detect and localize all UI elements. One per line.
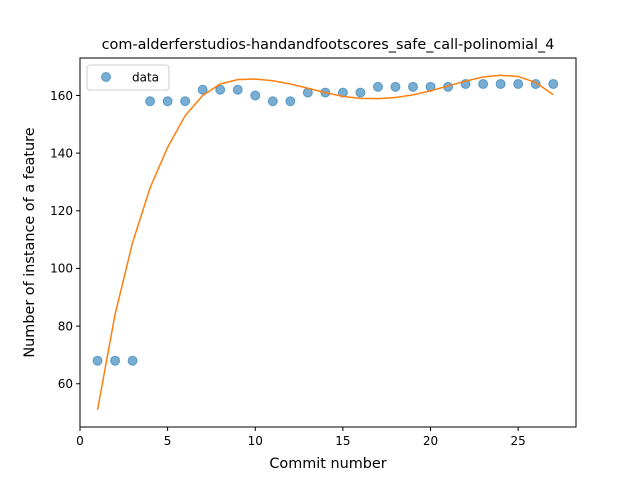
x-tick-label: 15 [335,434,350,448]
data-point [232,84,243,95]
y-tick-label: 60 [58,377,73,391]
data-point [162,96,173,107]
y-tick-label: 140 [50,146,73,160]
chart-title: com-alderferstudios-handandfootscores_sa… [102,37,555,53]
y-axis-label: Number of instance of a feature [22,127,38,357]
data-point [372,81,383,92]
data-point [355,87,366,98]
data-point [145,96,156,107]
data-point [478,78,489,89]
data-point [110,355,121,366]
axes-frame [79,57,577,428]
data-point [127,355,138,366]
data-point [408,81,419,92]
y-tick-label: 100 [50,262,73,276]
plot-area [92,74,559,410]
legend-label-data: data [132,71,159,85]
data-point [92,355,103,366]
data-point [513,78,524,89]
x-tick-label: 20 [423,434,438,448]
axis-ticks: 0 5 10 15 20 25 60 80 100 120 140 160 [50,89,526,448]
legend-box [86,64,170,91]
x-axis-label: Commit number [269,456,386,472]
legend: data [86,64,170,91]
data-point [390,81,401,92]
data-point [197,84,208,95]
x-tick-label: 10 [248,434,263,448]
legend-marker-data [101,72,111,82]
data-point [180,96,191,107]
y-tick-label: 120 [50,204,73,218]
data-point [267,96,278,107]
data-point [250,90,261,101]
x-tick-label: 5 [164,434,172,448]
data-point [495,78,506,89]
data-point [215,84,226,95]
x-tick-label: 25 [511,434,526,448]
x-tick-label: 0 [76,434,84,448]
y-tick-label: 160 [50,89,73,103]
data-point [548,78,559,89]
y-tick-label: 80 [58,319,73,333]
data-point [285,96,296,107]
fit-line [96,74,554,410]
